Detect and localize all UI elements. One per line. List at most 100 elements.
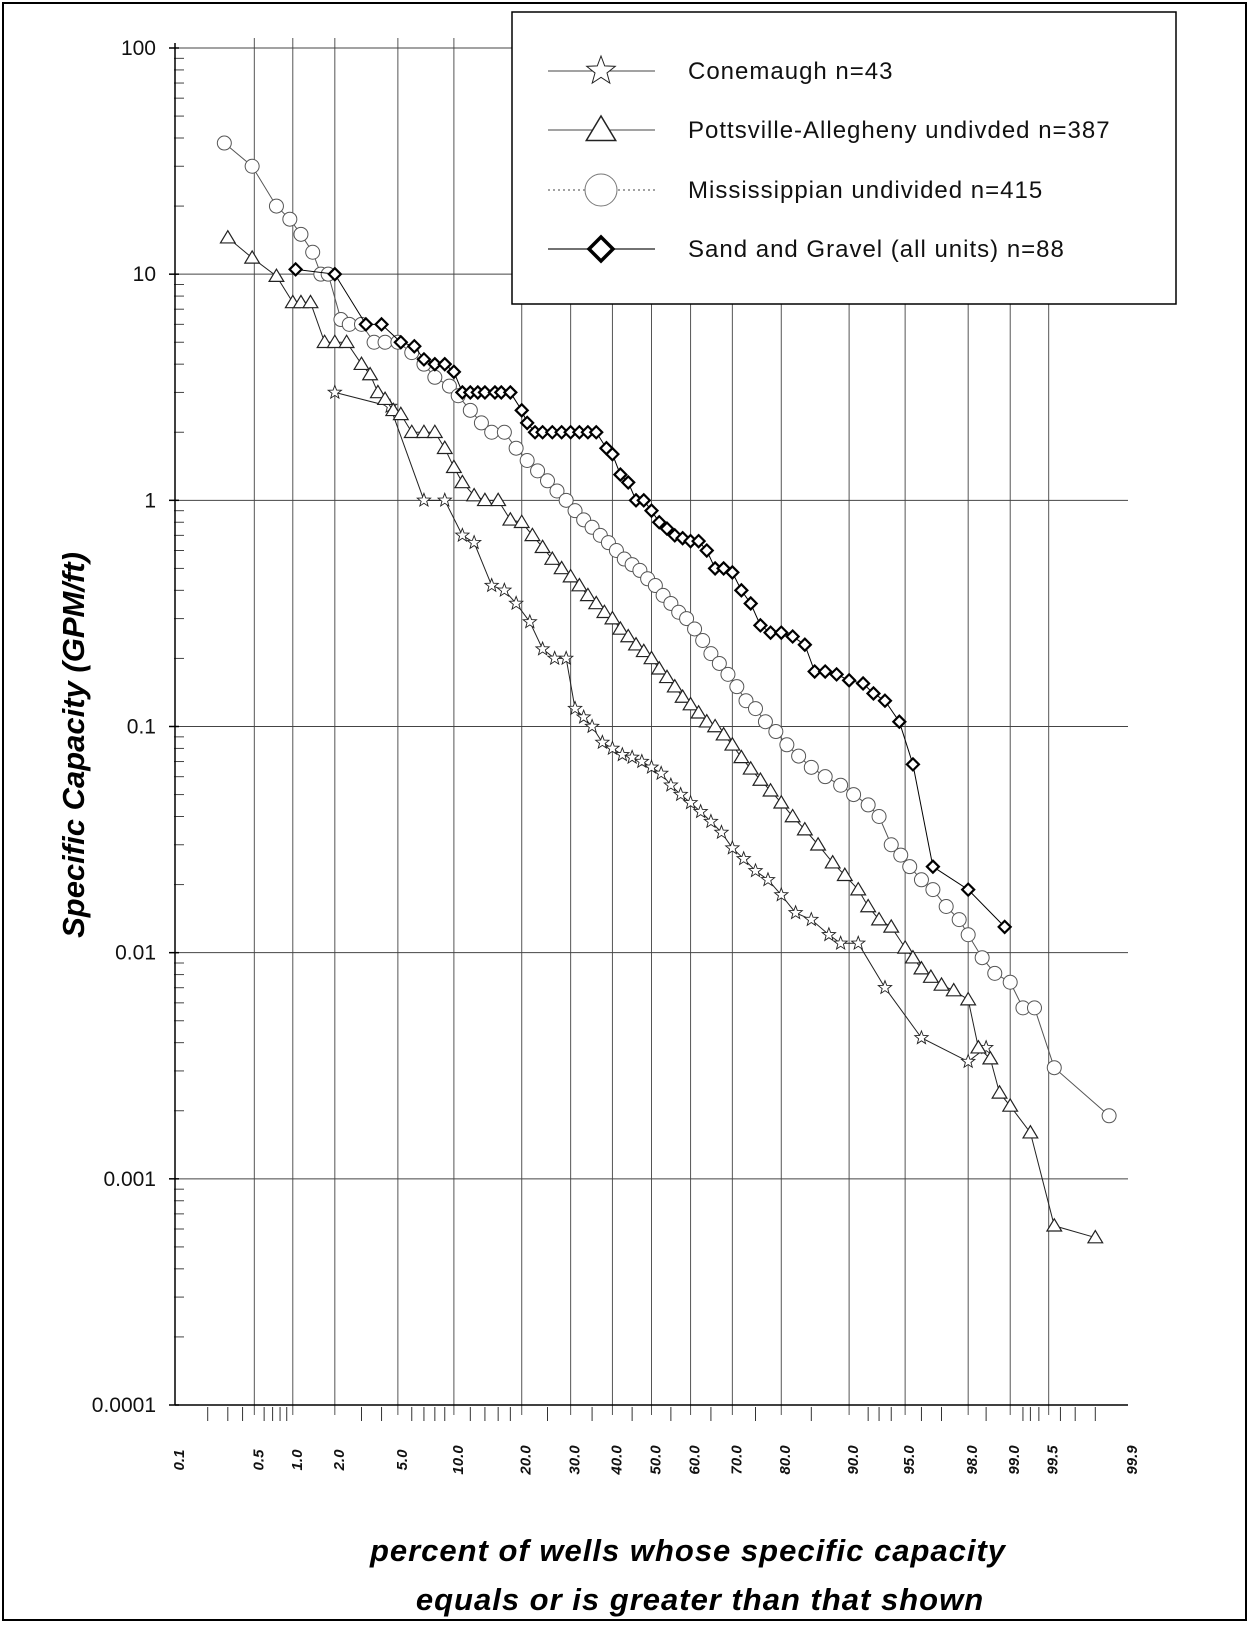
- triangle-marker: [1021, 1124, 1039, 1139]
- y-tick-label: 10: [133, 263, 156, 286]
- star-marker: [416, 492, 432, 508]
- triangle-marker: [1045, 1217, 1063, 1232]
- star-marker: [633, 753, 650, 769]
- triangle-marker: [945, 982, 963, 997]
- circle-marker: [711, 655, 727, 671]
- series-star: [326, 384, 995, 1069]
- triangle-marker: [619, 628, 637, 643]
- x-tick-label: 99.9: [1124, 1445, 1141, 1475]
- star-marker: [466, 534, 483, 550]
- circle-marker: [539, 473, 555, 489]
- triangle-marker: [361, 366, 379, 381]
- diamond-marker: [620, 474, 636, 490]
- diamond-marker: [612, 467, 628, 483]
- star-marker: [585, 54, 617, 85]
- diamond-marker: [636, 492, 652, 508]
- diamond-marker: [797, 637, 813, 653]
- star-marker: [773, 886, 790, 902]
- circle-marker: [519, 453, 535, 469]
- triangle-marker: [489, 492, 507, 507]
- triangle-marker: [384, 402, 402, 417]
- star-marker: [653, 765, 670, 781]
- legend-label: Sand and Gravel (all units) n=88: [688, 236, 1065, 263]
- triangle-marker: [445, 459, 463, 474]
- diamond-marker: [691, 533, 707, 549]
- triangle-marker: [643, 650, 660, 665]
- circle-marker: [871, 809, 887, 825]
- diamond-marker: [427, 356, 443, 372]
- diamond-marker: [891, 714, 907, 730]
- circle-marker: [441, 378, 457, 394]
- y-tick-label: 0.001: [103, 1168, 156, 1191]
- triangle-marker: [809, 836, 827, 851]
- circle-marker: [893, 847, 909, 863]
- circle-marker: [817, 769, 833, 785]
- circle-marker: [282, 211, 298, 227]
- circle-marker: [1002, 974, 1018, 990]
- legend-label: Pottsville-Allegheny undivded n=387: [688, 117, 1111, 144]
- star-marker: [643, 759, 660, 775]
- diamond-marker: [604, 446, 620, 462]
- circle-marker: [462, 402, 478, 418]
- diamond-marker: [960, 882, 976, 898]
- diamond-marker: [535, 424, 551, 440]
- triangle-marker: [627, 636, 645, 651]
- star-marker: [760, 871, 776, 887]
- y-tick-label: 0.1: [127, 716, 156, 739]
- x-axis-label-line-2: equals or is greater than that shown: [416, 1582, 984, 1617]
- star-marker: [672, 786, 689, 802]
- diamond-marker: [358, 316, 374, 332]
- diamond-marker: [763, 625, 779, 641]
- circle-marker: [913, 872, 929, 888]
- triangle-marker: [959, 991, 977, 1006]
- triangle-marker: [762, 782, 779, 797]
- triangle-marker: [353, 356, 370, 371]
- triangle-marker: [732, 749, 750, 764]
- star-marker: [960, 1053, 977, 1069]
- star-marker: [546, 650, 563, 666]
- triangle-marker: [1086, 1229, 1104, 1244]
- x-tick-label: 90.0: [845, 1445, 862, 1475]
- triangle-marker: [338, 334, 356, 349]
- diamond-marker: [586, 234, 616, 264]
- circle-marker: [549, 483, 565, 499]
- triangle-marker: [611, 620, 629, 635]
- triangle-marker: [534, 539, 552, 554]
- diamond-marker: [519, 415, 535, 431]
- circle-marker: [938, 899, 954, 915]
- triangle-marker: [933, 976, 950, 991]
- diamond-marker: [925, 859, 941, 875]
- legend-label: Mississippian undivided n=415: [688, 177, 1043, 204]
- circle-marker: [496, 424, 512, 440]
- triangle-marker: [882, 918, 900, 933]
- star-marker: [508, 595, 525, 611]
- triangle-marker: [682, 696, 699, 711]
- star-marker: [483, 577, 500, 593]
- circle-marker: [584, 173, 618, 207]
- diamond-marker: [699, 542, 715, 559]
- diamond-marker: [288, 261, 304, 277]
- triangle-marker: [650, 660, 668, 675]
- diamond-marker: [743, 595, 759, 612]
- circle-marker: [883, 837, 899, 853]
- triangle-marker: [268, 267, 285, 283]
- triangle-marker: [584, 114, 618, 142]
- star-marker: [558, 650, 575, 666]
- x-tick-label: 98.0: [964, 1445, 981, 1475]
- triangle-marker: [376, 391, 394, 406]
- star-marker: [820, 926, 837, 942]
- x-tick-label: 1.0: [289, 1449, 306, 1471]
- diamond-marker: [393, 334, 409, 350]
- triangle-marker: [415, 424, 433, 439]
- circle-marker: [216, 135, 232, 151]
- triangle-marker: [579, 587, 597, 602]
- star-marker: [877, 979, 893, 995]
- x-tick-label: 20.0: [518, 1445, 535, 1476]
- star-marker: [534, 640, 551, 656]
- axis-labels: Specific Capacity (GPM/ft) percent of we…: [56, 552, 1006, 1617]
- triangle-marker: [658, 669, 676, 684]
- y-tick-label: 100: [121, 37, 156, 60]
- x-tick-label: 60.0: [687, 1445, 704, 1475]
- circle-marker: [925, 882, 941, 898]
- diamond-marker: [773, 625, 789, 641]
